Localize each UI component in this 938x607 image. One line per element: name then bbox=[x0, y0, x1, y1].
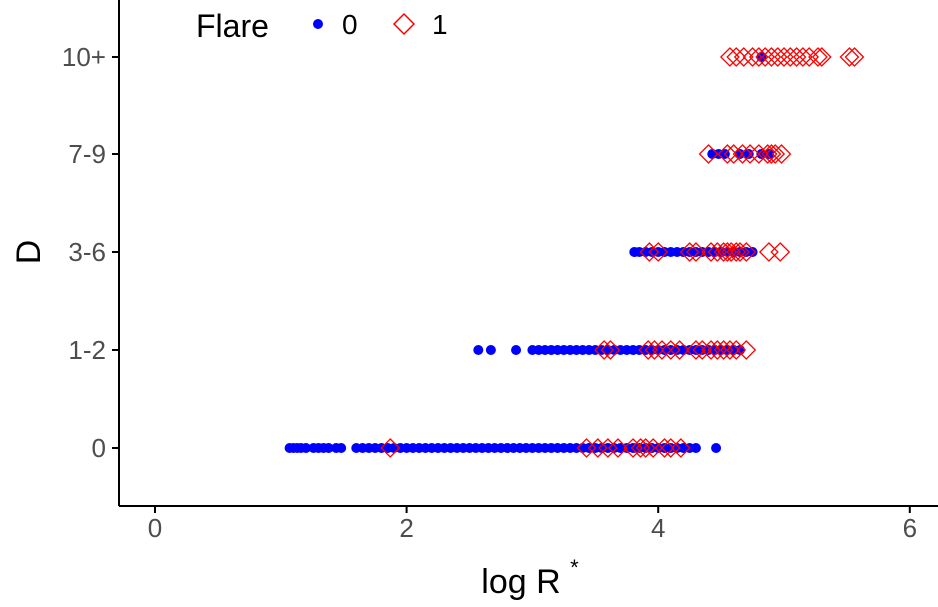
data-point-flare-0 bbox=[743, 149, 754, 159]
data-point-flare-1 bbox=[767, 47, 788, 67]
data-point-flare-1 bbox=[686, 242, 706, 262]
data-point-flare-1 bbox=[771, 144, 792, 164]
data-point-flare-0 bbox=[485, 345, 496, 355]
data-point-flare-0 bbox=[756, 149, 767, 159]
data-point-flare-1 bbox=[780, 47, 801, 67]
legend-key-0-label: 0 bbox=[342, 9, 358, 40]
data-point-flare-1 bbox=[660, 438, 681, 458]
data-point-flare-1 bbox=[635, 438, 656, 458]
data-point-flare-1 bbox=[644, 340, 665, 360]
data-point-flare-1 bbox=[698, 144, 719, 164]
legend-title: Flare bbox=[196, 8, 269, 44]
data-point-flare-1 bbox=[757, 144, 778, 164]
data-point-flare-0 bbox=[473, 345, 484, 355]
data-point-flare-1 bbox=[587, 438, 608, 458]
data-point-flare-1 bbox=[736, 340, 757, 360]
data-point-flare-1 bbox=[639, 242, 660, 262]
data-point-flare-1 bbox=[792, 47, 813, 67]
x-tick-label: 2 bbox=[399, 513, 413, 543]
data-point-flare-1 bbox=[732, 144, 753, 164]
data-point-flare-1 bbox=[652, 340, 672, 360]
data-point-flare-1 bbox=[597, 438, 618, 458]
y-tick-label: 7-9 bbox=[68, 139, 106, 169]
data-point-flare-1 bbox=[660, 340, 681, 360]
x-axis-title-main: log R bbox=[481, 563, 560, 601]
data-point-flare-1 bbox=[692, 340, 713, 360]
data-point-flare-1 bbox=[733, 47, 754, 67]
data-point-flare-1 bbox=[670, 438, 691, 458]
y-axis-title: D bbox=[10, 240, 48, 265]
x-tick-label: 6 bbox=[903, 513, 917, 543]
data-point-flare-1 bbox=[761, 144, 782, 164]
data-point-flare-1 bbox=[719, 47, 740, 67]
legend-key-0-marker bbox=[313, 19, 323, 29]
data-point-flare-1 bbox=[774, 47, 794, 67]
data-point-flare-1 bbox=[638, 340, 659, 360]
data-point-flare-1 bbox=[669, 340, 690, 360]
data-point-flare-0 bbox=[511, 345, 522, 355]
y-axis-ticks: 0 1-2 3-6 7-9 10+ bbox=[62, 42, 119, 463]
data-point-flare-1 bbox=[654, 438, 675, 458]
data-point-flare-1 bbox=[721, 242, 742, 262]
data-point-flare-1 bbox=[758, 242, 779, 262]
data-point-flare-0 bbox=[323, 443, 334, 453]
data-point-flare-1 bbox=[726, 242, 747, 262]
data-point-flare-1 bbox=[770, 242, 791, 262]
legend-key-1-label: 1 bbox=[432, 9, 448, 40]
data-point-flare-1 bbox=[686, 340, 706, 360]
data-point-flare-1 bbox=[679, 242, 700, 262]
data-point-flare-1 bbox=[719, 340, 740, 360]
data-point-flare-1 bbox=[730, 242, 750, 262]
data-point-flare-1 bbox=[726, 340, 747, 360]
y-tick-label: 3-6 bbox=[68, 237, 106, 267]
y-tick-label: 1-2 bbox=[68, 335, 106, 365]
data-point-flare-1 bbox=[600, 340, 621, 360]
data-point-flare-1 bbox=[811, 47, 832, 67]
x-axis-title: log R * bbox=[481, 555, 579, 601]
data-point-flare-1 bbox=[707, 242, 728, 262]
x-tick-label: 0 bbox=[148, 513, 162, 543]
legend-key-1-marker bbox=[392, 12, 416, 36]
data-point-flare-1 bbox=[608, 438, 628, 458]
data-point-flare-1 bbox=[808, 47, 828, 67]
data-point-flare-1 bbox=[726, 47, 747, 67]
x-tick-label: 4 bbox=[651, 513, 665, 543]
plot-marks bbox=[284, 47, 865, 458]
data-point-flare-0 bbox=[336, 443, 347, 453]
data-point-flare-1 bbox=[844, 47, 865, 67]
data-point-flare-1 bbox=[765, 144, 786, 164]
y-tick-label: 10+ bbox=[62, 42, 106, 72]
data-point-flare-0 bbox=[747, 247, 758, 257]
data-point-flare-1 bbox=[736, 242, 757, 262]
data-point-flare-1 bbox=[723, 144, 744, 164]
data-point-flare-0 bbox=[690, 443, 701, 453]
legend: Flare 0 1 bbox=[196, 8, 448, 44]
data-point-flare-1 bbox=[740, 144, 760, 164]
data-point-flare-0 bbox=[711, 443, 722, 453]
x-axis-title-superscript: * bbox=[570, 555, 579, 580]
x-axis-ticks: 0 2 4 6 bbox=[148, 506, 917, 543]
data-point-flare-1 bbox=[717, 144, 738, 164]
data-point-flare-0 bbox=[734, 149, 745, 159]
data-point-flare-0 bbox=[763, 149, 774, 159]
data-point-flare-1 bbox=[786, 47, 807, 67]
data-point-flare-1 bbox=[380, 438, 401, 458]
data-point-flare-1 bbox=[839, 47, 860, 67]
y-tick-label: 0 bbox=[92, 433, 106, 463]
data-point-flare-0 bbox=[300, 443, 311, 453]
data-point-flare-1 bbox=[648, 242, 669, 262]
data-point-flare-1 bbox=[594, 340, 615, 360]
